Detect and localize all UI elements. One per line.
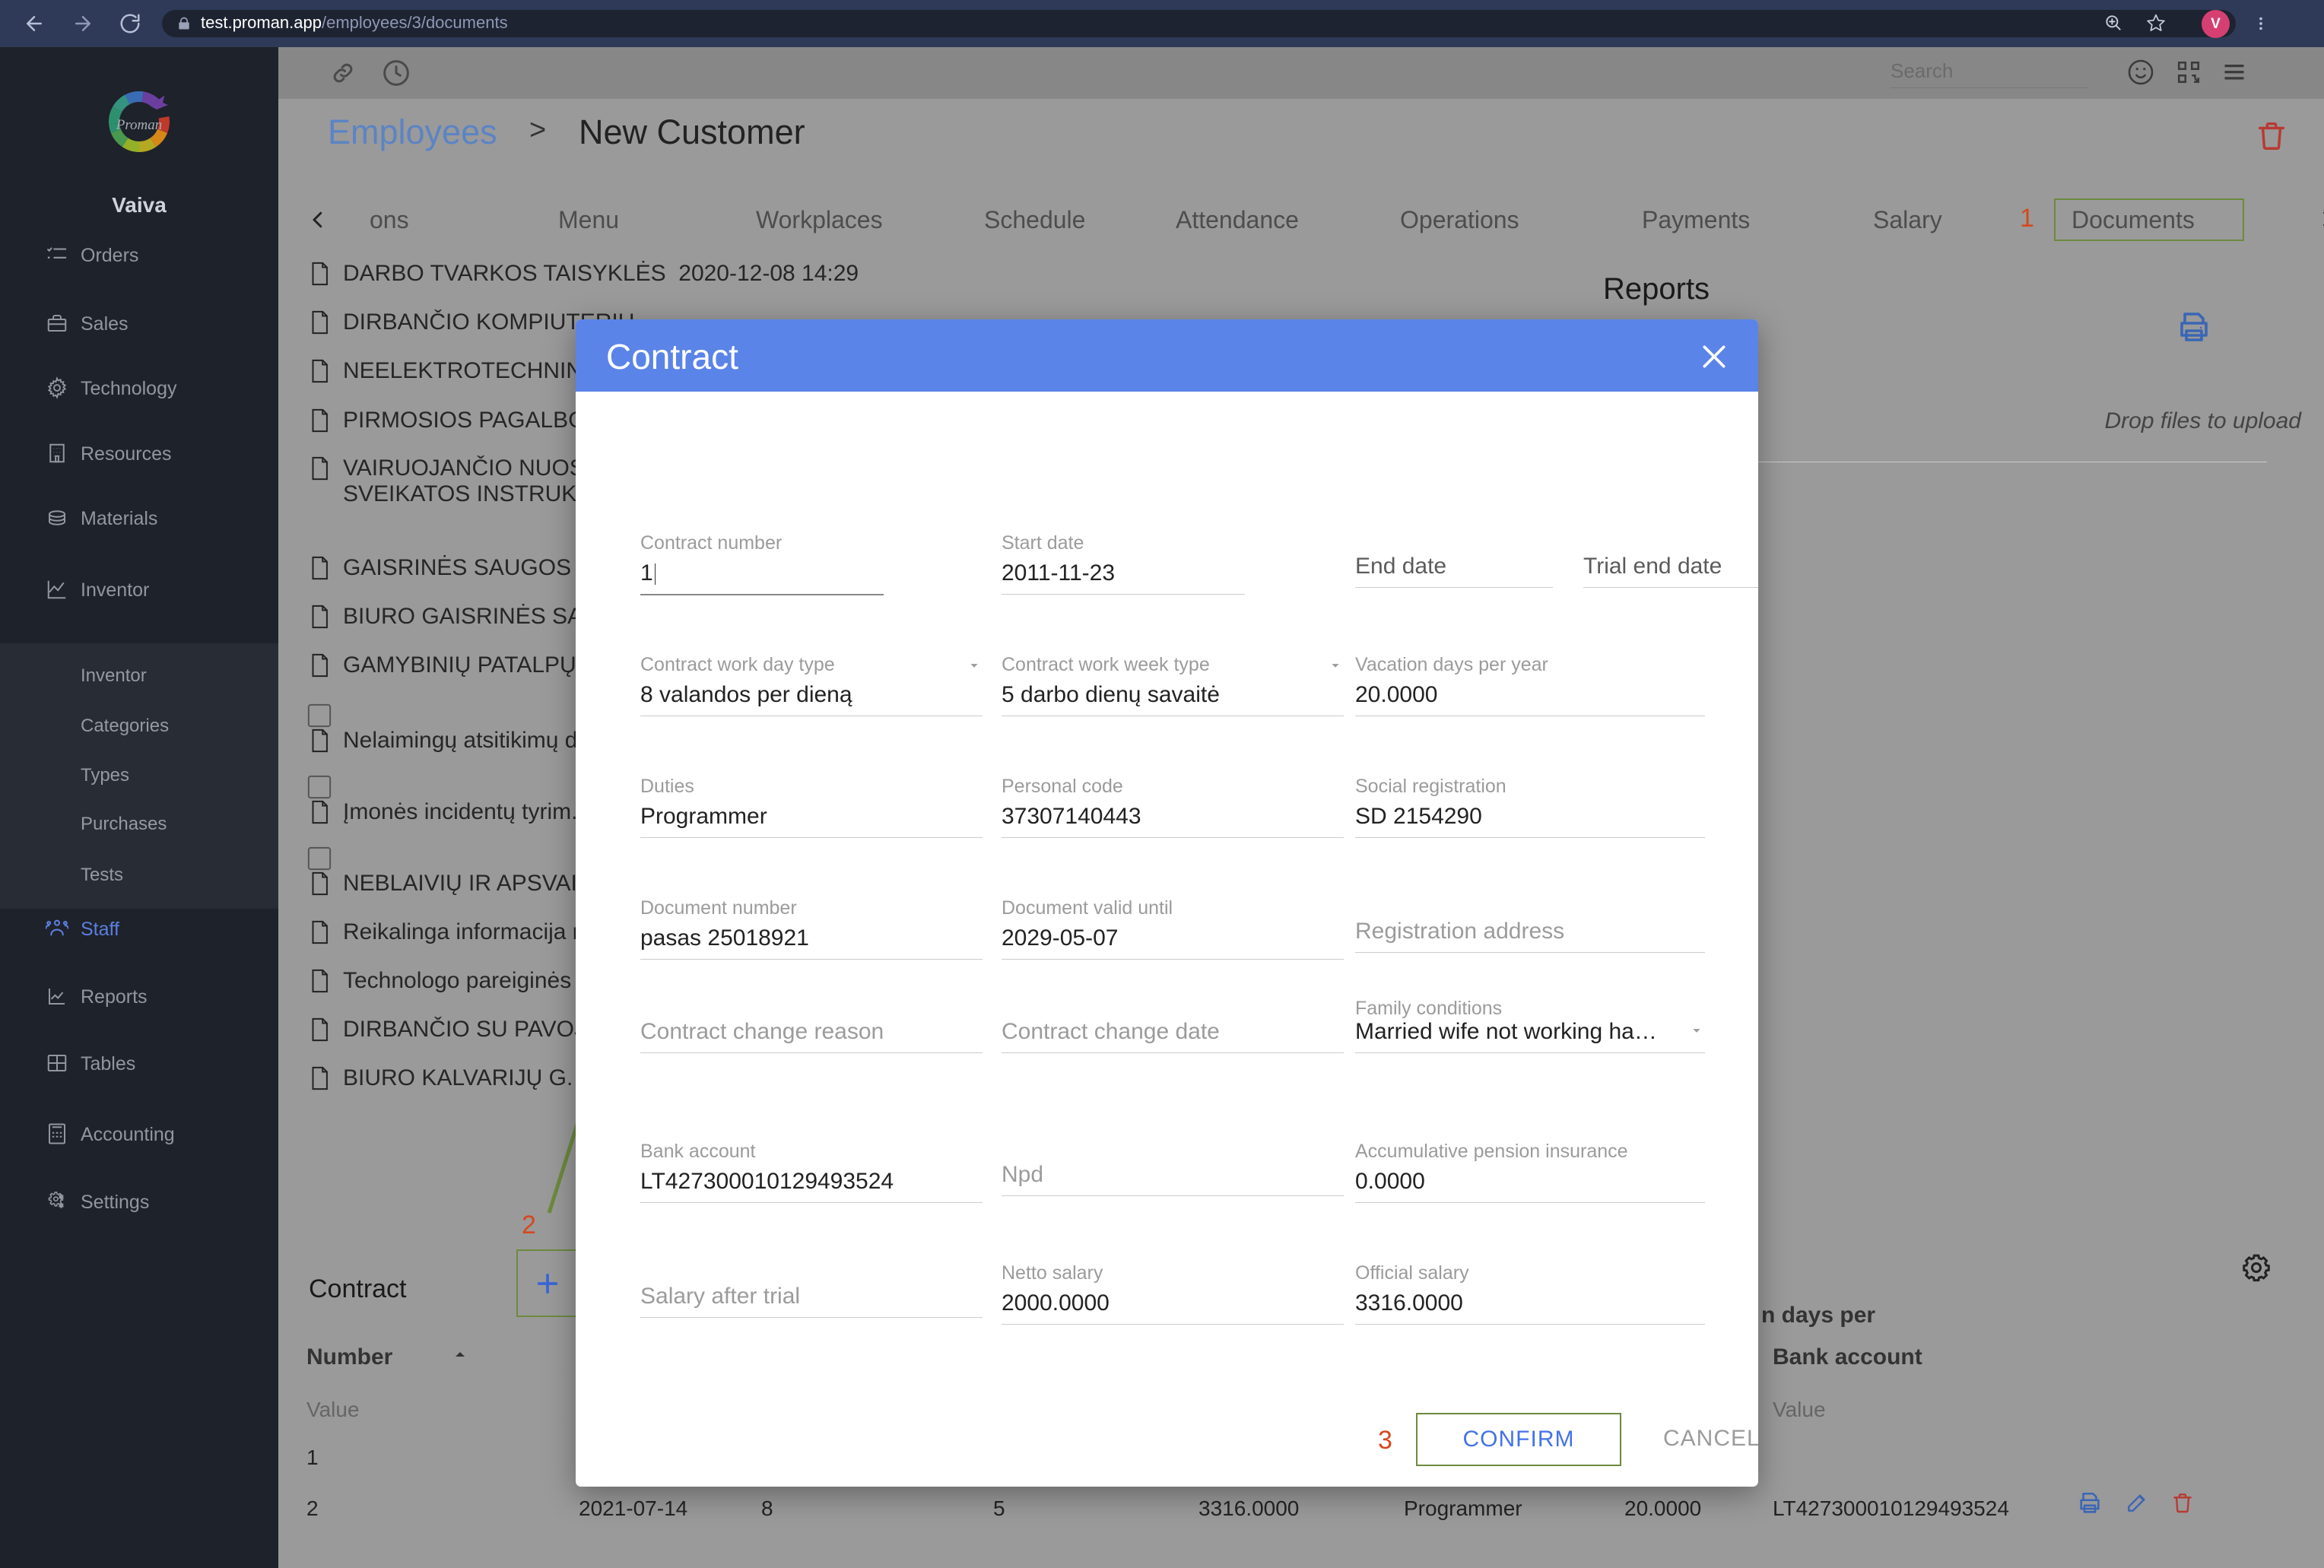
svg-text:Proman: Proman	[116, 117, 163, 133]
